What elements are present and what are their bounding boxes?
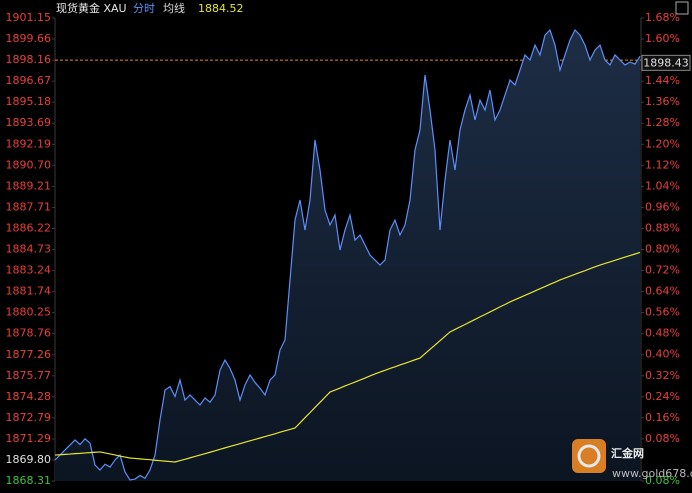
logo-icon [572, 439, 606, 473]
y2-tick-label: 1.28% [645, 116, 680, 129]
y2-tick-label: 0.24% [645, 390, 680, 403]
y-tick-label: 1898.16 [6, 53, 52, 66]
y-tick-label: 1872.79 [6, 411, 52, 424]
y2-tick-label: 0.16% [645, 411, 680, 424]
y-tick-label: 1880.25 [6, 306, 52, 319]
y2-tick-label: 0.32% [645, 369, 680, 382]
logo-mark [577, 444, 601, 468]
y-tick-label: 1895.18 [6, 95, 52, 108]
logo-name: 汇金网 [611, 446, 644, 460]
y2-tick-label: 0.40% [645, 348, 680, 361]
y-tick-label: 1884.73 [6, 243, 52, 256]
y-tick-label: 1875.77 [6, 369, 52, 382]
avg-value: 1884.52 [198, 2, 244, 15]
y-tick-label: 1886.22 [6, 221, 52, 234]
y-tick-label: 1893.69 [6, 116, 52, 129]
menu-icon[interactable] [675, 1, 689, 15]
chart-title: 现货黄金 XAU [56, 1, 127, 15]
y-tick-label: 1889.21 [6, 179, 52, 192]
y2-tick-label: 0.72% [645, 264, 680, 277]
y2-tick-label: 0.08% [645, 474, 680, 487]
y2-tick-label: 1.12% [645, 158, 680, 171]
y-tick-label: 1890.70 [6, 158, 52, 171]
y2-tick-label: 0.08% [645, 432, 680, 445]
average-line [54, 251, 641, 463]
y2-tick-label: 0.48% [645, 327, 680, 340]
y2-tick-label: 0.56% [645, 306, 680, 319]
y-tick-label: 1868.31 [6, 474, 52, 487]
y-tick-label: 1887.71 [6, 200, 52, 213]
y-tick-label: 1877.26 [6, 348, 52, 361]
y2-tick-label: 1.44% [645, 74, 680, 87]
logo-url: www.gold678.com [612, 467, 692, 480]
y-tick-label: 1871.29 [6, 432, 52, 445]
y2-tick-label: 1.20% [645, 137, 680, 150]
price-line [54, 28, 641, 481]
y-tick-label: 1874.28 [6, 390, 52, 403]
y2-tick-label: 1.60% [645, 32, 680, 45]
y2-tick-label: 1.68% [645, 11, 680, 24]
y-tick-label: 1899.66 [6, 32, 52, 45]
watermark: 汇金网 www.gold678.com [572, 439, 692, 480]
series-name: 均线 [163, 1, 185, 15]
last-price-label: 1898.43 [643, 56, 689, 69]
y2-tick-label: 1.36% [645, 95, 680, 108]
y2-tick-label: 0.88% [645, 221, 680, 234]
y2-tick-label: 0.64% [645, 285, 680, 298]
y2-tick-label: 0.80% [645, 243, 680, 256]
y-tick-label: 1869.80 [6, 453, 52, 466]
price-area [55, 29, 640, 481]
y-tick-label: 1878.76 [6, 327, 52, 340]
last-price-box [641, 54, 691, 71]
y-tick-label: 1892.19 [6, 137, 52, 150]
y2-tick-label: 1.04% [645, 179, 680, 192]
y-tick-label: 1881.74 [6, 285, 52, 298]
y-tick-label: 1896.67 [6, 74, 52, 87]
y-tick-label: 1901.15 [6, 11, 52, 24]
y-tick-label: 1883.24 [6, 264, 52, 277]
y2-tick-label: 0.96% [645, 200, 680, 213]
series-name: 分时 [133, 2, 155, 15]
